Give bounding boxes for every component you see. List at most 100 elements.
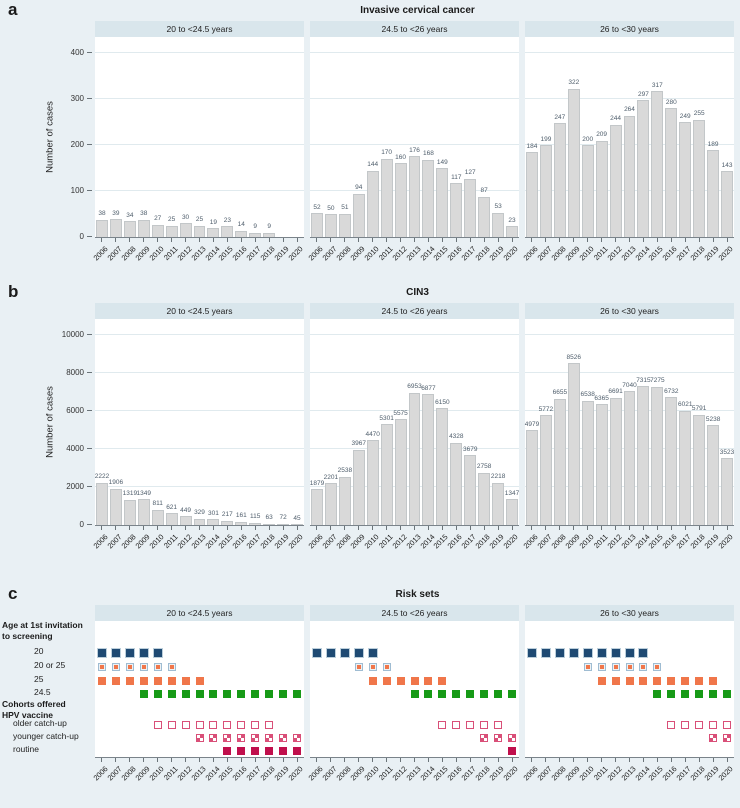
x-tick-mark (698, 238, 700, 242)
gridline (95, 410, 304, 411)
subplot-header: 26 to <30 years (525, 21, 734, 37)
y-tick-label: 10000 (61, 330, 84, 339)
x-tick-mark (344, 238, 346, 242)
x-tick-mark (129, 238, 131, 242)
bar (651, 91, 664, 237)
bar-value-label: 25 (168, 216, 176, 223)
x-tick-mark (268, 526, 270, 530)
bar (352, 193, 365, 237)
x-axis: 2006 2007 2008 2009 2010 2011 2012 2013 2014 2015… (522, 758, 735, 800)
x-tick-mark (344, 526, 346, 530)
marker-age_20_or_25 (625, 663, 634, 671)
subplot-header: 24.5 to <26 years (310, 303, 519, 319)
x-tick-mark (115, 526, 117, 530)
x-tick-label: 2020 (716, 764, 735, 783)
marker-age_24_5 (681, 690, 690, 698)
bar (179, 223, 192, 237)
bar-value-label: 6021 (677, 401, 693, 409)
subplot-c-0: 20 to <24.5 years 2006 2007 2008 2009 2010 201… (92, 605, 305, 800)
bar (553, 398, 566, 525)
gridline (310, 334, 519, 335)
x-tick-mark (559, 758, 561, 762)
x-tick-mark (455, 526, 457, 530)
bar-value-label: 301 (207, 509, 219, 517)
x-tick-mark (414, 526, 415, 530)
x-tick-mark (629, 758, 630, 762)
x-tick-mark (531, 526, 533, 530)
bar (567, 88, 580, 237)
bar (179, 516, 192, 525)
x-tick-mark (143, 238, 145, 242)
marker-age_24_5 (209, 690, 218, 698)
x-tick-mark (531, 758, 533, 762)
legend-item-age_24_5: 24.5 (34, 687, 51, 697)
bar-value-label: 449 (180, 506, 191, 514)
bar-value-label: 51 (341, 204, 349, 212)
bar (207, 519, 220, 525)
marker-age_20_or_25 (611, 663, 620, 671)
legend-screening-title-line1: Age at 1st invitation (2, 620, 83, 630)
panel-a-letter: a (8, 0, 18, 19)
bar (492, 212, 505, 237)
x-tick-mark (427, 758, 429, 762)
x-tick-mark (212, 758, 214, 762)
subplot-a-2: 26 to <30 years 184 199 247 322 200 209 244 264 2… (522, 21, 735, 276)
marker-age_20_or_25 (368, 663, 377, 671)
bar (478, 196, 491, 237)
x-tick-mark (712, 526, 714, 530)
bar-value-label: 149 (436, 158, 448, 166)
bar (539, 145, 552, 237)
x-tick-mark (497, 758, 499, 762)
x-tick-label: 2020 (286, 532, 305, 551)
bar-value-label: 2218 (490, 473, 506, 481)
marker-age_25 (653, 677, 662, 685)
marker-age_20 (97, 649, 106, 657)
bar (464, 455, 477, 525)
marker-younger_catch_up (709, 734, 718, 742)
y-tick-mark (87, 486, 92, 487)
marker-age_20_or_25 (653, 663, 662, 671)
x-tick-label: 2020 (501, 764, 520, 783)
y-tick-label: 0 (79, 232, 84, 241)
marker-age_25 (181, 677, 190, 685)
marker-age_24_5 (410, 690, 419, 698)
bar (123, 221, 136, 237)
bar (609, 124, 622, 237)
bar-value-label: 3967 (351, 440, 366, 448)
bar-value-label: 2758 (476, 463, 492, 471)
x-tick-mark (316, 758, 318, 762)
x-tick-mark (254, 238, 256, 242)
marker-age_24_5 (438, 690, 447, 698)
panel-b-title: CIN3 (406, 287, 429, 298)
bar (464, 178, 477, 237)
bar (623, 391, 636, 525)
marker-older_catch_up (480, 721, 489, 729)
subplot-header: 20 to <24.5 years (95, 303, 304, 319)
gridline (95, 372, 304, 373)
bar (324, 214, 337, 237)
x-tick-mark (573, 526, 575, 530)
x-tick-mark (101, 526, 103, 530)
panel-b-row: Number of cases 0 2000 4000 6000 8000 10000 20 … (0, 303, 740, 578)
x-tick-mark (171, 526, 173, 530)
x-tick-mark (282, 758, 284, 762)
x-tick-mark (240, 238, 242, 242)
x-tick-mark (483, 238, 485, 242)
x-tick-mark (469, 758, 471, 762)
bar-value-label: 6655 (552, 389, 568, 397)
bar (525, 152, 538, 237)
plot-area (525, 621, 734, 758)
y-tick-label: 4000 (66, 444, 84, 453)
bar-value-label: 23 (223, 216, 231, 224)
x-tick-mark (157, 238, 159, 242)
y-tick-mark (87, 190, 92, 191)
y-tick-label: 2000 (66, 482, 84, 491)
x-tick-mark (511, 238, 513, 242)
gridline (95, 334, 304, 335)
y-tick-mark (87, 144, 92, 145)
bar (263, 232, 276, 237)
bar-value-label: 63 (265, 514, 273, 522)
bar (109, 488, 122, 525)
marker-age_24_5 (452, 690, 461, 698)
